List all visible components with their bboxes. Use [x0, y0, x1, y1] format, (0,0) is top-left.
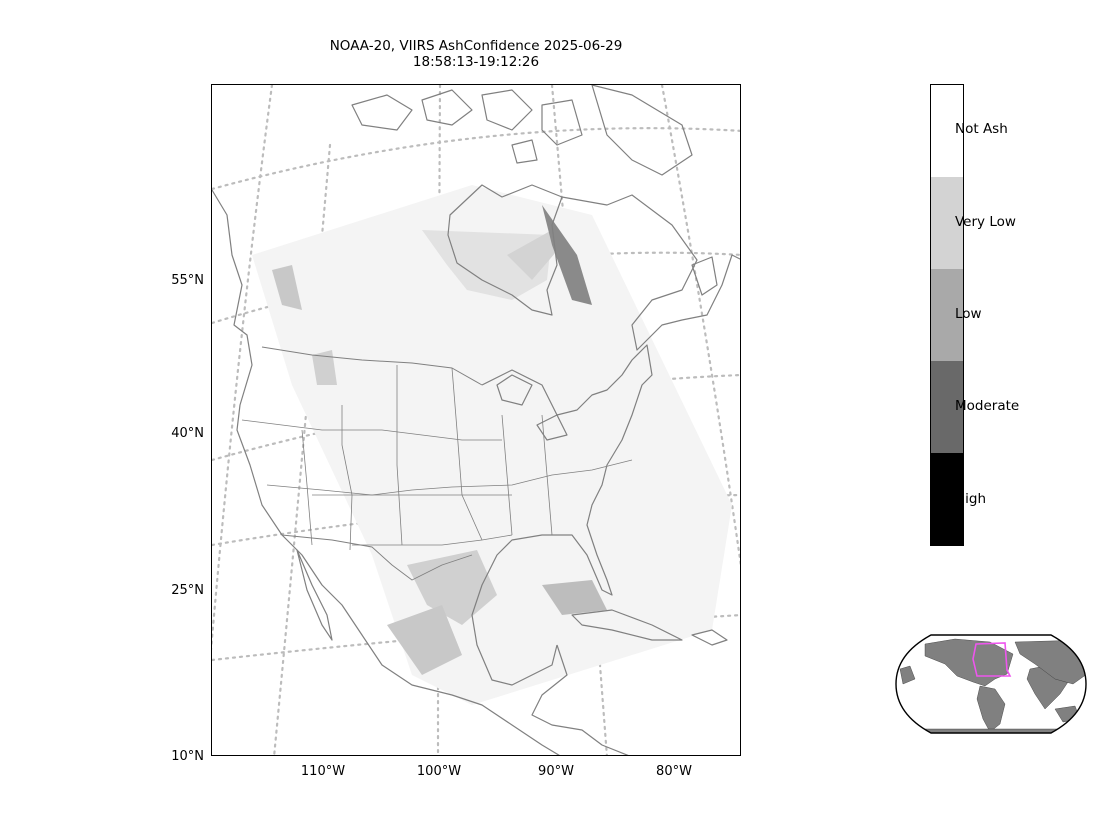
lat-label-55: 55°N: [171, 273, 204, 288]
lon-label-110w: 110°W: [300, 764, 346, 779]
colorbar-label-low: Low: [955, 306, 982, 322]
globe-inset-canvas: [895, 634, 1087, 734]
title-line-2: 18:58:13-19:12:26: [412, 54, 540, 70]
globe-inset-map: [895, 634, 1087, 734]
ash-swath: [252, 185, 732, 705]
colorbar: [930, 84, 964, 546]
lon-label-80w: 80°W: [656, 764, 692, 779]
coastlines: [212, 85, 740, 755]
colorbar-segment-moderate: [931, 361, 963, 453]
map-panel[interactable]: [211, 84, 741, 756]
lat-label-10: 10°N: [171, 749, 204, 764]
lat-label-40: 40°N: [171, 426, 204, 441]
colorbar-segment-high: [931, 453, 963, 545]
colorbar-segment-very-low: [931, 177, 963, 269]
colorbar-label-very-low: Very Low: [955, 214, 1016, 230]
colorbar-segment-low: [931, 269, 963, 361]
title-line-1: NOAA-20, VIIRS AshConfidence 2025-06-29: [329, 38, 623, 54]
colorbar-label-moderate: Moderate: [955, 398, 1020, 414]
colorbar-label-high: High: [955, 491, 987, 507]
lon-label-90w: 90°W: [538, 764, 574, 779]
colorbar-segment-not-ash: [931, 85, 963, 177]
map-canvas: [212, 85, 740, 755]
figure-title: NOAA-20, VIIRS AshConfidence 2025-06-29 …: [200, 38, 752, 70]
colorbar-label-not-ash: Not Ash: [955, 121, 1008, 137]
lon-label-100w: 100°W: [416, 764, 462, 779]
inset-domain-box: [972, 642, 1012, 677]
lat-label-25: 25°N: [171, 583, 204, 598]
